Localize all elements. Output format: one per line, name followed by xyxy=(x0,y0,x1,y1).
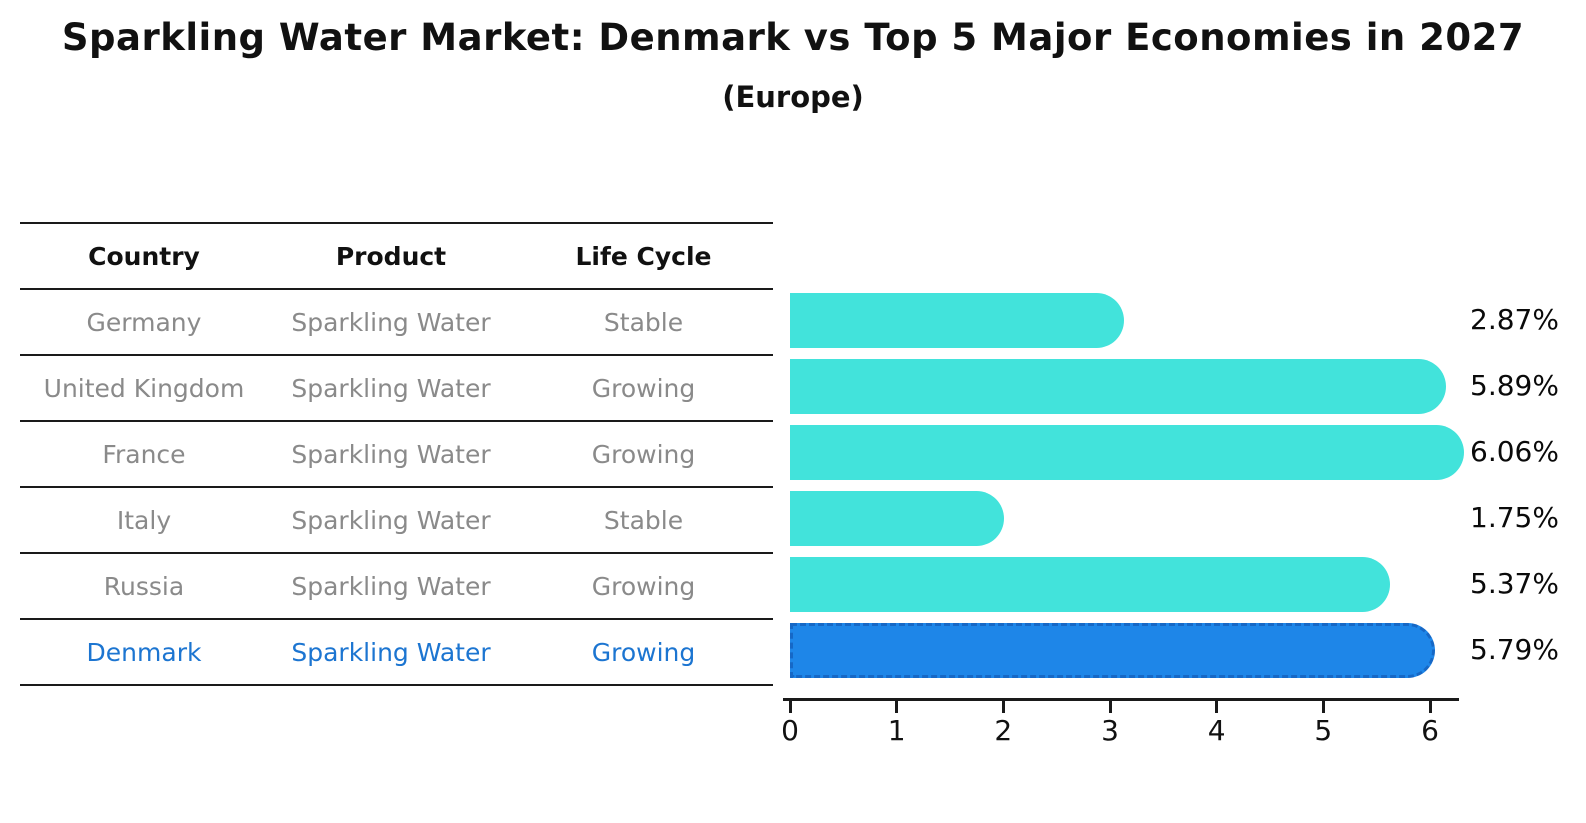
table-row: Italy Sparkling Water Stable xyxy=(20,488,773,554)
bar-value-label: 5.79% xyxy=(1470,633,1559,666)
lifecycle-cell: Stable xyxy=(603,505,684,535)
chart-title: Sparkling Water Market: Denmark vs Top 5… xyxy=(61,16,1525,59)
country-cell: Italy xyxy=(116,505,172,535)
table-row: Russia Sparkling Water Growing xyxy=(20,554,773,620)
bar xyxy=(790,556,1391,612)
table-header-lifecycle: Life Cycle xyxy=(575,241,712,271)
x-axis-tick-label: 5 xyxy=(1314,714,1333,747)
bar-value-label: 5.89% xyxy=(1470,369,1559,402)
bar xyxy=(790,292,1124,348)
country-cell: Russia xyxy=(103,571,185,601)
country-cell: United Kingdom xyxy=(43,373,245,403)
table-row: Denmark Sparkling Water Growing xyxy=(20,620,773,686)
x-axis-tick-label: 3 xyxy=(1101,714,1119,747)
country-cell: Germany xyxy=(86,307,202,337)
bar-value-label: 5.37% xyxy=(1470,567,1559,600)
x-axis-tick-label: 0 xyxy=(781,714,799,747)
country-cell: Denmark xyxy=(86,637,202,667)
table-row: France Sparkling Water Growing xyxy=(20,422,773,488)
x-axis-tick xyxy=(1108,698,1112,713)
table-header-country: Country xyxy=(88,241,200,271)
product-cell: Sparkling Water xyxy=(291,439,491,469)
lifecycle-cell: Growing xyxy=(591,571,696,601)
x-axis-tick xyxy=(1215,698,1219,713)
product-cell: Sparkling Water xyxy=(291,307,491,337)
bar xyxy=(790,490,1005,546)
product-cell: Sparkling Water xyxy=(291,373,491,403)
x-axis-tick xyxy=(788,698,792,713)
chart-subtitle: (Europe) xyxy=(722,80,864,114)
table-row: United Kingdom Sparkling Water Growing xyxy=(20,356,773,422)
bar-value-label: 2.87% xyxy=(1470,303,1559,336)
x-axis-tick-label: 4 xyxy=(1207,714,1226,747)
product-cell: Sparkling Water xyxy=(291,505,491,535)
bar-value-label: 1.75% xyxy=(1470,501,1559,534)
table-header-row: Country Product Life Cycle xyxy=(20,224,773,290)
x-axis-tick-label: 1 xyxy=(887,714,906,747)
country-table: Country Product Life Cycle Germany Sparkl… xyxy=(20,222,773,686)
x-axis-line xyxy=(783,698,1459,701)
x-axis-tick xyxy=(1001,698,1005,713)
table-row: Germany Sparkling Water Stable xyxy=(20,290,773,356)
product-cell: Sparkling Water xyxy=(291,637,491,667)
lifecycle-cell: Growing xyxy=(591,373,696,403)
table-header-product: Product xyxy=(335,241,447,271)
x-axis-tick xyxy=(1428,698,1432,713)
lifecycle-cell: Growing xyxy=(591,637,696,667)
x-axis-tick-label: 6 xyxy=(1421,714,1439,747)
bar-highlighted xyxy=(790,622,1436,678)
x-axis-tick xyxy=(1321,698,1325,713)
bar xyxy=(790,424,1464,480)
product-cell: Sparkling Water xyxy=(291,571,491,601)
lifecycle-cell: Growing xyxy=(591,439,696,469)
bar xyxy=(790,358,1446,414)
lifecycle-cell: Stable xyxy=(603,307,684,337)
bar-value-label: 6.06% xyxy=(1470,435,1559,468)
country-cell: France xyxy=(102,439,186,469)
x-axis-tick-label: 2 xyxy=(994,714,1013,747)
x-axis-tick xyxy=(895,698,899,713)
